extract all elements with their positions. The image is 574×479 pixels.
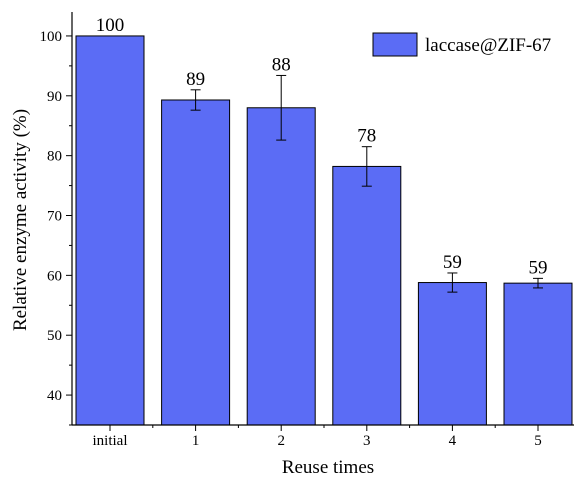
legend-swatch	[372, 32, 418, 57]
x-tick-label-initial: initial	[93, 433, 128, 449]
y-tick-label-80: 80	[47, 149, 62, 165]
axes-group: 40 50 60 70 80 90 100 initial 1 2 3 4 5	[40, 12, 574, 449]
y-tick-label-40: 40	[47, 388, 62, 404]
error-bar-4	[447, 272, 458, 293]
data-label-2: 88	[272, 54, 291, 75]
x-tick-label-1: 1	[192, 433, 200, 449]
bar-2	[246, 107, 316, 426]
bar-3	[332, 165, 402, 426]
data-label-initial: 100	[96, 15, 125, 36]
y-axis-title: Relative enzyme activity (%)	[10, 109, 31, 331]
bar-4	[417, 282, 487, 426]
error-bar-3	[361, 146, 372, 187]
data-label-4: 59	[443, 252, 462, 273]
error-bars-group	[190, 74, 543, 293]
y-tick-label-60: 60	[47, 268, 62, 284]
data-labels-group: 100 89 88 78 59 59	[96, 15, 548, 278]
error-bar-1	[190, 89, 201, 111]
x-tick-label-5: 5	[534, 433, 542, 449]
data-label-3: 78	[357, 126, 376, 147]
error-bar-2	[276, 74, 287, 141]
error-bar-5	[533, 277, 543, 289]
data-label-5: 59	[529, 257, 548, 278]
legend-label: laccase@ZIF-67	[425, 35, 551, 56]
data-label-1: 89	[186, 69, 205, 90]
x-tick-label-2: 2	[277, 433, 285, 449]
legend: laccase@ZIF-67	[372, 32, 551, 57]
x-tick-label-4: 4	[449, 433, 457, 449]
bars-group	[75, 35, 573, 426]
bar-initial	[75, 35, 145, 426]
y-tick-label-90: 90	[47, 89, 62, 105]
x-tick-label-3: 3	[363, 433, 371, 449]
x-axis-title: Reuse times	[282, 457, 374, 478]
y-tick-label-50: 50	[47, 328, 62, 344]
bar-1	[161, 99, 231, 426]
y-tick-label-70: 70	[47, 209, 62, 225]
y-tick-label-100: 100	[40, 29, 63, 45]
bar-5	[503, 282, 573, 426]
